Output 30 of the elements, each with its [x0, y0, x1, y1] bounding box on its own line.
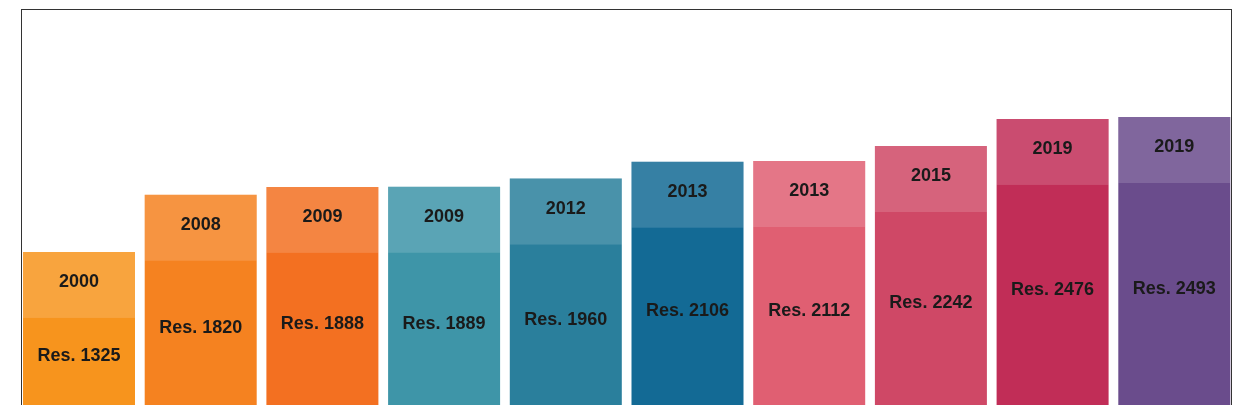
- bar: [753, 161, 866, 405]
- data-label: Res. 1960: [524, 308, 608, 329]
- data-label: Res. 2493: [1132, 278, 1216, 298]
- x-tick-label: 2008: [180, 213, 221, 234]
- data-label: Res. 2476: [1011, 278, 1095, 299]
- x-tick-label: 2009: [302, 205, 343, 226]
- bar: [266, 186, 379, 405]
- data-label: Res. 2112: [768, 300, 851, 321]
- bar: [1118, 117, 1231, 405]
- bar: [23, 251, 135, 405]
- x-tick-label: 2000: [58, 270, 100, 291]
- bar: [388, 186, 501, 405]
- bar: [144, 194, 257, 405]
- data-label: Res. 2242: [889, 292, 973, 313]
- data-label: Res. 2106: [645, 300, 730, 321]
- x-tick-label: 2013: [667, 180, 708, 201]
- x-tick-label: 2009: [424, 205, 465, 226]
- data-label: Res. 1888: [280, 312, 364, 333]
- data-label: Res. 1325: [37, 345, 121, 366]
- data-label: Res. 1889: [402, 312, 486, 333]
- x-tick-label: 2015: [910, 165, 951, 185]
- x-tick-label: 2012: [545, 197, 586, 218]
- bar: [631, 161, 744, 405]
- bar: [874, 146, 987, 405]
- bar: [509, 178, 622, 405]
- x-tick-label: 2013: [789, 180, 830, 201]
- x-tick-label: 2019: [1154, 136, 1195, 156]
- data-label: Res. 1820: [159, 316, 243, 337]
- x-tick-label: 2019: [1032, 137, 1073, 158]
- bar: [996, 118, 1109, 405]
